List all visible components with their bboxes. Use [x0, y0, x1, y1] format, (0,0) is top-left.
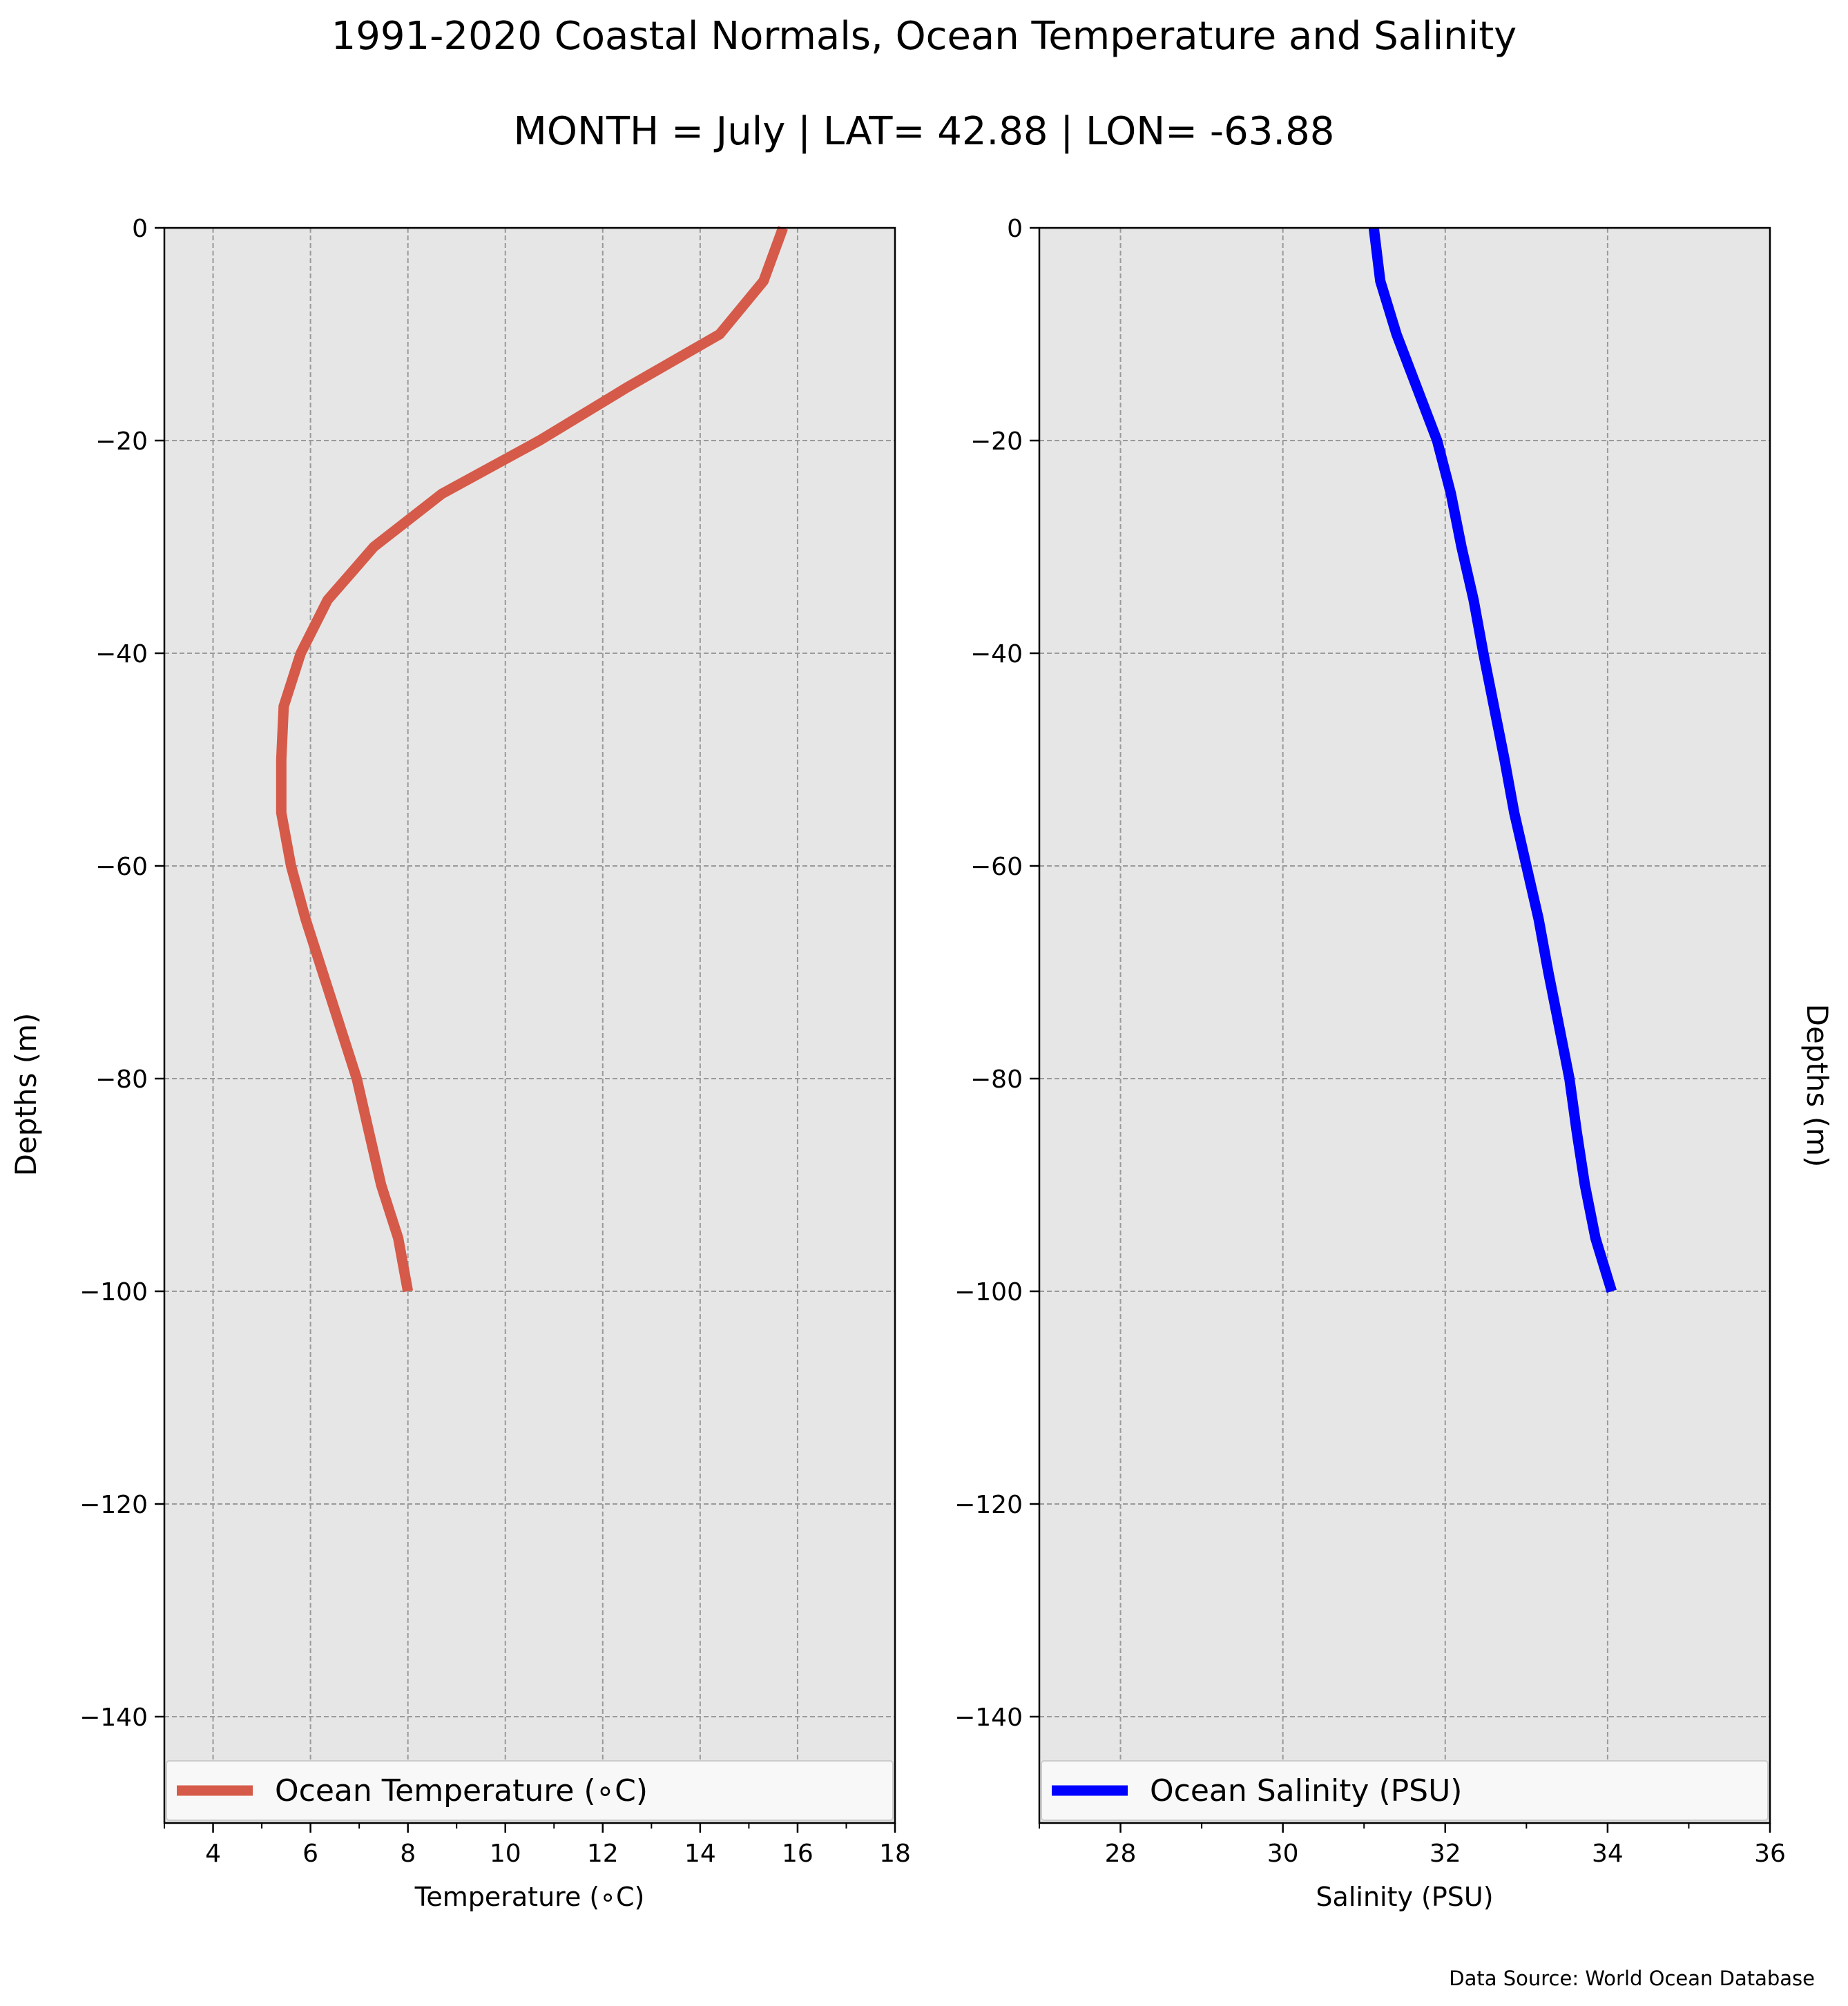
temperature-y-tick-label: −140 — [79, 1704, 148, 1732]
temperature-x-tick-label: 10 — [490, 1840, 521, 1868]
salinity-y-tick-label: 0 — [1007, 215, 1023, 243]
temperature-x-tick-label: 8 — [400, 1840, 416, 1868]
salinity-legend-label: Ocean Salinity (PSU) — [1150, 1773, 1462, 1809]
salinity-x-tick-label: 36 — [1754, 1840, 1786, 1868]
salinity-x-axis-label: Salinity (PSU) — [1316, 1882, 1493, 1912]
salinity-y-tick-label: −120 — [954, 1491, 1023, 1519]
temperature-y-tick-label: −20 — [95, 427, 148, 456]
salinity-y-tick-label: −80 — [970, 1065, 1023, 1094]
salinity-y-tick-label: −60 — [970, 853, 1023, 881]
salinity-axes-frame — [1038, 226, 1771, 1824]
temperature-x-tick-label: 4 — [205, 1840, 221, 1868]
temperature-y-tick-label: −120 — [79, 1491, 148, 1519]
temperature-x-tick-label: 6 — [302, 1840, 318, 1868]
temperature-y-tick-label: −60 — [95, 853, 148, 881]
temperature-x-tick-label: 14 — [684, 1840, 716, 1868]
salinity-series-line — [1368, 227, 1617, 1293]
salinity-y-tick-label: −40 — [970, 640, 1023, 668]
salinity-legend: Ocean Salinity (PSU) — [1041, 1760, 1769, 1821]
salinity-x-tick-label: 34 — [1592, 1840, 1624, 1868]
temperature-plot-area — [164, 228, 895, 1823]
salinity-x-tick-label: 32 — [1430, 1840, 1461, 1868]
salinity-plot-area — [1039, 228, 1770, 1823]
data-source-note: Data Source: World Ocean Database — [1449, 1967, 1815, 1990]
temperature-y-tick-label: −40 — [95, 640, 148, 668]
right-y-axis-label: Depths (m) — [1800, 1004, 1834, 1168]
salinity-legend-box — [1041, 1760, 1769, 1821]
salinity-y-tick-label: −20 — [970, 427, 1023, 456]
temperature-axes-frame — [163, 226, 896, 1824]
temperature-x-tick-label: 16 — [782, 1840, 814, 1868]
temperature-x-tick-label: 12 — [587, 1840, 619, 1868]
temperature-y-tick-label: −80 — [95, 1065, 148, 1094]
salinity-x-tick-label: 30 — [1267, 1840, 1299, 1868]
temperature-legend: Ocean Temperature (∘C) — [166, 1760, 894, 1821]
temperature-panel: 4 6 8 10 12 14 16 18 0 −20 −40 −60 −80 −100 −120 −140 Te… — [9, 215, 911, 1912]
salinity-y-tick-label: −140 — [954, 1704, 1023, 1732]
left-y-axis-label: Depths (m) — [9, 1013, 43, 1177]
temperature-y-tick-label: −100 — [79, 1278, 148, 1306]
temperature-legend-box — [166, 1760, 894, 1821]
temperature-x-tick-label: 18 — [879, 1840, 911, 1868]
salinity-y-tick-label: −100 — [954, 1278, 1023, 1306]
temperature-legend-label: Ocean Temperature (∘C) — [275, 1773, 648, 1809]
temperature-x-axis-label: Temperature (∘C) — [414, 1882, 645, 1912]
salinity-x-tick-label: 28 — [1105, 1840, 1137, 1868]
chart-title: 1991-2020 Coastal Normals, Ocean Tempera… — [331, 14, 1517, 59]
chart-subtitle: MONTH = July | LAT= 42.88 | LON= -63.88 — [514, 109, 1335, 154]
salinity-panel: 28 30 32 34 36 0 −20 −40 −60 −80 −100 −120 −140 Salin… — [954, 215, 1786, 1912]
temperature-y-tick-label: 0 — [132, 215, 148, 243]
temperature-series-line — [276, 226, 788, 1293]
